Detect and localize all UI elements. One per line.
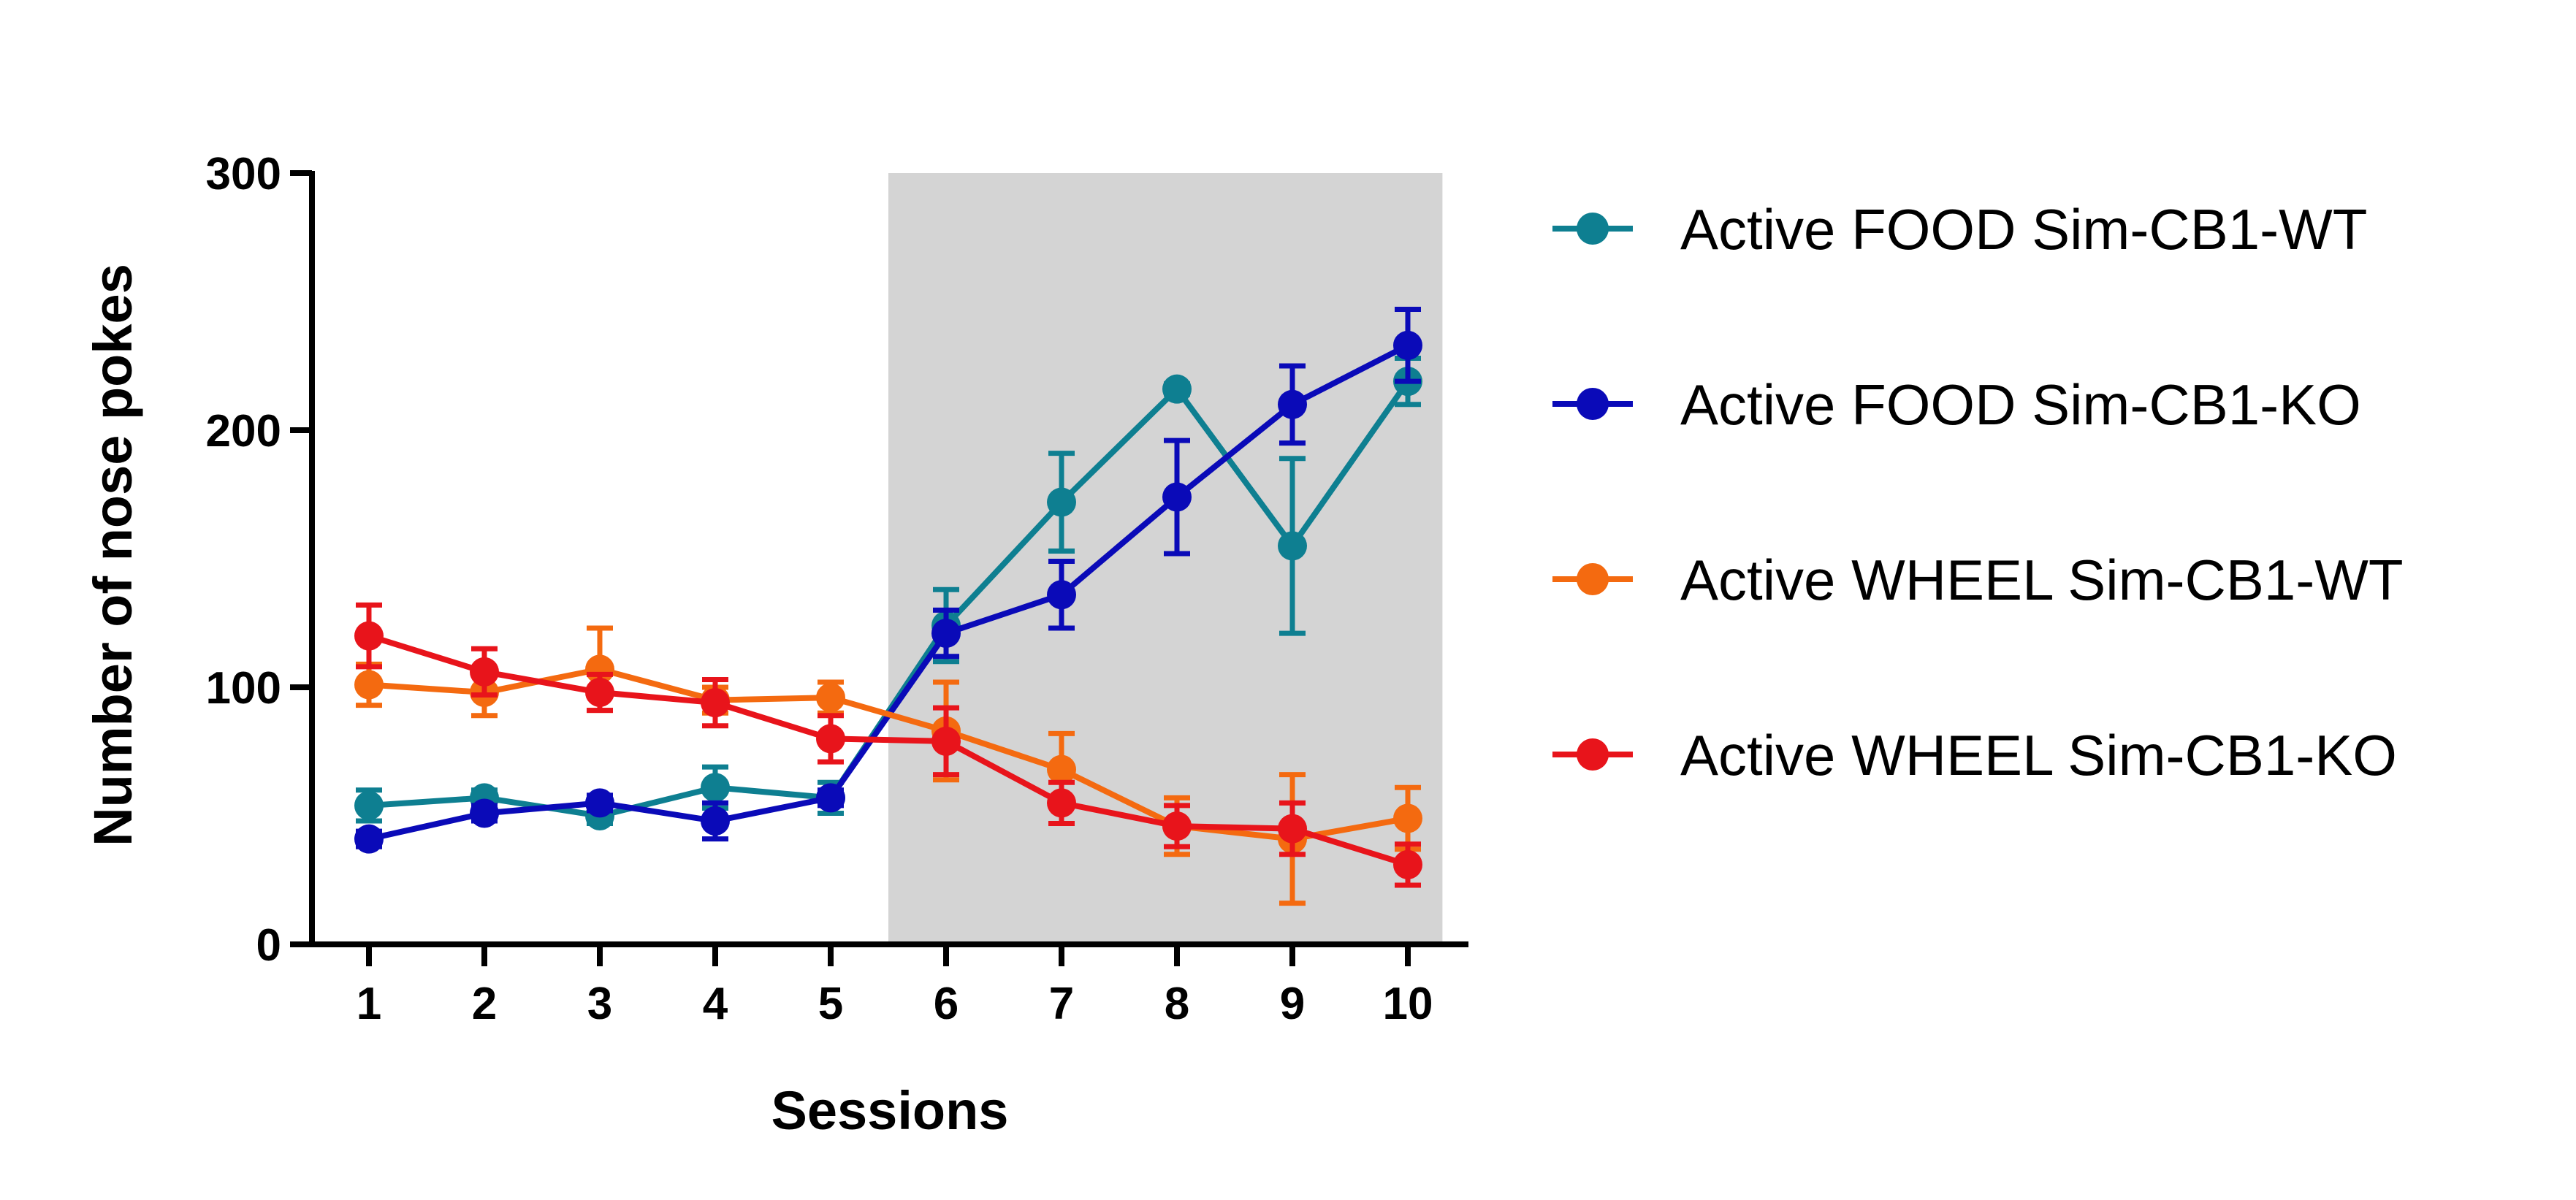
legend-item: Active FOOD Sim-CB1-WT (1552, 197, 2367, 261)
data-point (1162, 374, 1192, 404)
legend-item: Active WHEEL Sim-CB1-KO (1552, 723, 2397, 787)
legend-label: Active FOOD Sim-CB1-WT (1680, 197, 2367, 261)
x-tick-label: 6 (934, 979, 959, 1029)
legend: Active FOOD Sim-CB1-WT Active FOOD Sim-CB… (1552, 197, 2404, 787)
y-axis-title: Number of nose pokes (83, 264, 143, 847)
data-point (1393, 849, 1422, 879)
data-point (1278, 531, 1307, 561)
data-point (470, 798, 499, 828)
legend-marker (1577, 563, 1609, 595)
y-tick-label: 200 (206, 406, 281, 456)
data-point (1393, 803, 1422, 833)
data-point (470, 657, 499, 687)
data-point (931, 726, 961, 756)
data-point (1393, 330, 1422, 360)
x-tick-label: 5 (818, 979, 843, 1029)
x-tick-label: 1 (357, 979, 381, 1029)
axes: 0 100 200 300 1 2 3 4 5 6 7 8 9 10 (206, 149, 1468, 1029)
legend-marker (1577, 388, 1609, 420)
shaded-region-layer (888, 173, 1443, 944)
data-point (354, 824, 384, 854)
x-tick-label: 3 (587, 979, 612, 1029)
data-point (816, 683, 845, 713)
data-point (1278, 389, 1307, 419)
data-point (585, 788, 614, 818)
data-point (1047, 754, 1076, 784)
data-point (1162, 811, 1192, 841)
data-point (1047, 788, 1076, 818)
legend-label: Active WHEEL Sim-CB1-KO (1680, 723, 2397, 787)
x-tick-label: 9 (1280, 979, 1305, 1029)
legend-marker (1577, 213, 1609, 245)
y-tick-label: 100 (206, 663, 281, 714)
data-point (701, 773, 730, 803)
series-line (367, 633, 1409, 868)
data-point (701, 806, 730, 836)
x-tick-label: 2 (472, 979, 497, 1029)
data-point (1047, 580, 1076, 610)
data-point (701, 688, 730, 718)
data-point (816, 783, 845, 813)
data-point (585, 678, 614, 708)
y-tick-label: 300 (206, 149, 281, 199)
data-point (1047, 487, 1076, 517)
y-tick-label: 0 (256, 920, 281, 971)
series-layer (354, 307, 1422, 906)
data-point (816, 724, 845, 754)
data-point (354, 790, 384, 820)
x-tick-label: 4 (703, 979, 728, 1029)
data-point (1278, 814, 1307, 844)
data-point (354, 621, 384, 651)
legend-item: Active FOOD Sim-CB1-KO (1552, 372, 2361, 437)
series-2 (354, 307, 1422, 854)
data-point (931, 619, 961, 649)
legend-marker (1577, 738, 1609, 771)
x-tick-label: 8 (1165, 979, 1189, 1029)
legend-label: Active FOOD Sim-CB1-KO (1680, 372, 2361, 437)
x-tick-label: 7 (1049, 979, 1074, 1029)
legend-label: Active WHEEL Sim-CB1-WT (1680, 548, 2404, 612)
shaded-region (888, 173, 1443, 944)
data-point (1162, 482, 1192, 512)
series-4 (354, 602, 1422, 888)
x-axis-title: Sessions (771, 1080, 1009, 1141)
data-point (354, 670, 384, 700)
legend-item: Active WHEEL Sim-CB1-WT (1552, 548, 2404, 612)
x-tick-label: 10 (1383, 979, 1433, 1029)
